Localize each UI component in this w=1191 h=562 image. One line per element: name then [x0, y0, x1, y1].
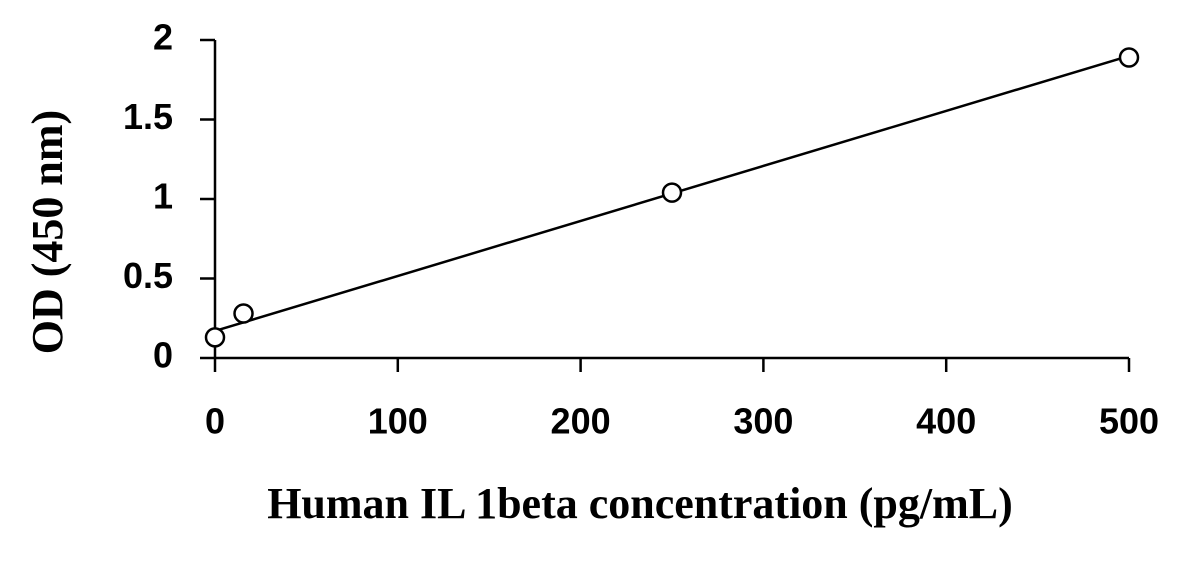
y-tick-label: 0	[153, 335, 173, 376]
x-tick-label: 400	[916, 401, 976, 442]
x-tick-label: 300	[733, 401, 793, 442]
x-tick-label: 100	[368, 401, 428, 442]
data-point	[204, 327, 226, 348]
y-tick-label: 0.5	[123, 255, 173, 296]
data-point	[661, 182, 683, 203]
x-tick-label: 0	[205, 401, 225, 442]
y-tick-label: 2	[153, 17, 173, 58]
data-point	[1118, 47, 1140, 68]
y-tick-label: 1	[153, 176, 173, 217]
x-axis-title: Human IL 1beta concentration (pg/mL)	[267, 479, 1013, 528]
y-tick-label: 1.5	[123, 96, 173, 137]
x-tick-label: 500	[1099, 401, 1159, 442]
y-axis-title: OD (450 nm)	[23, 110, 72, 354]
data-point	[233, 303, 254, 324]
x-tick-label: 200	[551, 401, 611, 442]
